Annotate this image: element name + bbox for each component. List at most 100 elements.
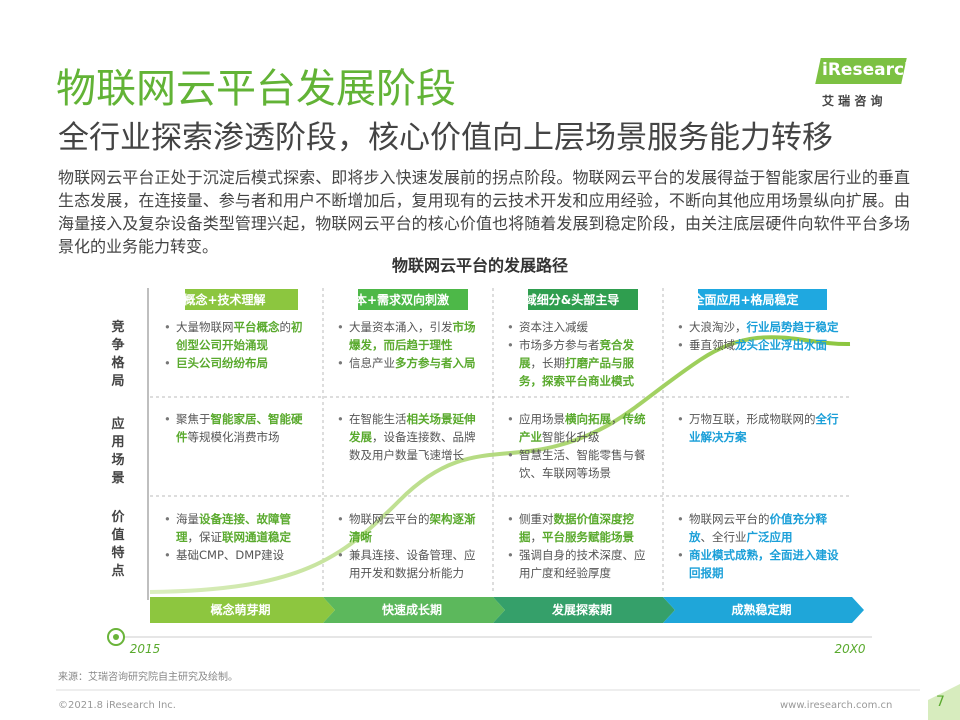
stage-label: 概念萌芽期	[210, 602, 270, 617]
highlight: 行业局势趋于稳定	[746, 320, 839, 334]
highlight: 打磨产品与服务，探索平台商业模式	[519, 356, 634, 388]
text: 、全行业	[700, 530, 747, 544]
column-header: 资本+需求双向刺激	[343, 292, 449, 307]
bullet: 强调自身的技术深度、应用广度和经验厚度	[507, 546, 651, 582]
highlight: 巨头公司纷纷布局	[176, 356, 268, 370]
text: 的	[279, 320, 292, 334]
column-header-box	[528, 289, 638, 310]
column-header: 概念+技术理解	[183, 292, 265, 307]
text: 物联网云平台的	[349, 512, 430, 526]
text: ，设备连接数、品牌数及用户数量飞速增长	[349, 430, 476, 462]
text: 万物互联，形成物联网的	[689, 412, 816, 426]
bullet: 资本注入减缓	[507, 318, 651, 336]
bullet: 应用场景横向拓展，传统产业智能化升级	[507, 410, 651, 446]
bullet: 侧重对数据价值深度挖掘，平台服务赋能场景	[507, 510, 651, 546]
stage-label: 成熟稳定期	[731, 602, 791, 617]
text: 在智能生活	[349, 412, 407, 426]
text: 应用场景	[519, 412, 565, 426]
highlight: 龙头企业浮出水面	[735, 338, 827, 352]
bullet: 兼具连接、设备管理、应用开发和数据分析能力	[337, 546, 481, 582]
cell: 物联网云平台的价值充分释放、全行业广泛应用商业模式成熟，全面进入建设回报期	[677, 510, 840, 582]
cell: 聚焦于智能家居、智能硬件等规模化消费市场	[164, 410, 311, 446]
page-tab	[928, 684, 960, 720]
highlight: 智能家居、智能硬件	[176, 412, 303, 444]
column-header-box	[698, 289, 827, 310]
page-number: 7	[936, 694, 945, 710]
text: 强调自身的技术深度、应用广度和经验厚度	[519, 548, 646, 580]
stage-arrow	[663, 597, 864, 623]
logo: iResearch	[822, 60, 917, 80]
text: 资本注入减缓	[519, 320, 588, 334]
column-header-box	[185, 289, 298, 310]
text: ，	[530, 530, 543, 544]
text: 智能化升级	[542, 430, 600, 444]
text: 大量资本涌入，引发	[349, 320, 453, 334]
column-header: 全面应用+格局稳定	[691, 292, 798, 307]
highlight: 平台服务赋能场景	[542, 530, 634, 544]
row-label: 竞争格局	[111, 320, 125, 389]
highlight: 架构逐渐清晰	[349, 512, 476, 544]
cell: 侧重对数据价值深度挖掘，平台服务赋能场景强调自身的技术深度、应用广度和经验厚度	[507, 510, 651, 582]
text: 大浪淘沙，	[689, 320, 747, 334]
url: www.iresearch.com.cn	[780, 700, 893, 711]
text: 大量物联网	[176, 320, 234, 334]
stage-label: 快速成长期	[382, 602, 442, 617]
text: 基础CMP、DMP建设	[176, 548, 285, 562]
bullet: 聚焦于智能家居、智能硬件等规模化消费市场	[164, 410, 311, 446]
column-header-box	[358, 289, 468, 310]
bullet: 基础CMP、DMP建设	[164, 546, 311, 564]
dividers	[150, 288, 852, 594]
highlight: 广泛应用	[746, 530, 793, 544]
logo-cn: 艾 瑞 咨 询	[822, 94, 883, 108]
text: 物联网云平台的	[689, 512, 770, 526]
title: 物联网云平台发展阶段	[56, 66, 456, 112]
text: 等规模化消费市场	[187, 430, 280, 444]
bullet: 智慧生活、智能零售与餐饮、车联网等场景	[507, 446, 651, 482]
row-label: 应用场景	[111, 417, 125, 486]
cell: 在智能生活相关场景延伸发展，设备连接数、品牌数及用户数量飞速增长	[337, 410, 481, 464]
cell: 海量设备连接、故障管理，保证联网通道稳定基础CMP、DMP建设	[164, 510, 311, 564]
highlight: 相关场景延伸发展	[349, 412, 476, 444]
timeline-end: 20X0	[834, 642, 865, 656]
subtitle: 全行业探索渗透阶段，核心价值向上层场景服务能力转移	[58, 120, 833, 156]
highlight: 初创型公司开始涌现	[176, 320, 303, 352]
copyright: ©2021.8 iResearch Inc.	[58, 700, 176, 711]
diagram-title: 物联网云平台的发展路径	[391, 256, 568, 275]
cell: 物联网云平台的架构逐渐清晰兼具连接、设备管理、应用开发和数据分析能力	[337, 510, 481, 582]
timeline-icon-dot	[113, 634, 119, 640]
intro: 物联网云平台正处于沉淀后模式探索、即将步入快速发展前的拐点阶段。物联网云平台的发…	[58, 168, 910, 256]
text: 垂直领域	[689, 338, 735, 352]
highlight: 多方参与者入局	[395, 356, 476, 370]
stage-label: 发展探索期	[551, 602, 612, 617]
bullet: 大浪淘沙，行业局势趋于稳定	[677, 318, 840, 336]
text: 市场多方参与者	[519, 338, 600, 352]
stage-arrow	[150, 597, 335, 623]
cell: 万物互联，形成物联网的全行业解决方案	[677, 410, 840, 446]
cell: 应用场景横向拓展，传统产业智能化升级智慧生活、智能零售与餐饮、车联网等场景	[507, 410, 651, 482]
text: 信息产业	[349, 356, 395, 370]
highlight: 设备连接、故障管理	[176, 512, 291, 544]
source: 来源：艾瑞咨询研究院自主研究及绘制。	[58, 672, 238, 683]
highlight: 市场爆发，而后趋于理性	[349, 320, 476, 352]
row-label: 价值特点	[111, 510, 125, 579]
bullet: 物联网云平台的架构逐渐清晰	[337, 510, 481, 546]
bullet: 市场多方参与者竞合发展，长期打磨产品与服务，探索平台商业模式	[507, 336, 651, 390]
bullet: 物联网云平台的价值充分释放、全行业广泛应用	[677, 510, 840, 546]
text: ，长期	[530, 356, 566, 370]
text: ，	[611, 412, 623, 426]
highlight: 全行业解决方案	[689, 412, 839, 444]
timeline-start: 2015	[130, 642, 161, 656]
highlight: 平台概念	[233, 320, 280, 334]
bullet: 商业模式成熟，全面进入建设回报期	[677, 546, 840, 582]
cell: 资本注入减缓市场多方参与者竞合发展，长期打磨产品与服务，探索平台商业模式	[507, 318, 651, 390]
bullet: 大量资本涌入，引发市场爆发，而后趋于理性	[337, 318, 481, 354]
stage-arrow	[493, 597, 675, 623]
bullet: 大量物联网平台概念的初创型公司开始涌现	[164, 318, 311, 354]
column-header: 领域细分&头部主导	[513, 292, 619, 307]
bullet: 海量设备连接、故障管理，保证联网通道稳定	[164, 510, 311, 546]
bullet: 信息产业多方参与者入局	[337, 354, 481, 372]
bullet: 垂直领域龙头企业浮出水面	[677, 336, 840, 354]
highlight: 横向拓展	[565, 412, 611, 426]
stage-arrow	[323, 597, 505, 623]
